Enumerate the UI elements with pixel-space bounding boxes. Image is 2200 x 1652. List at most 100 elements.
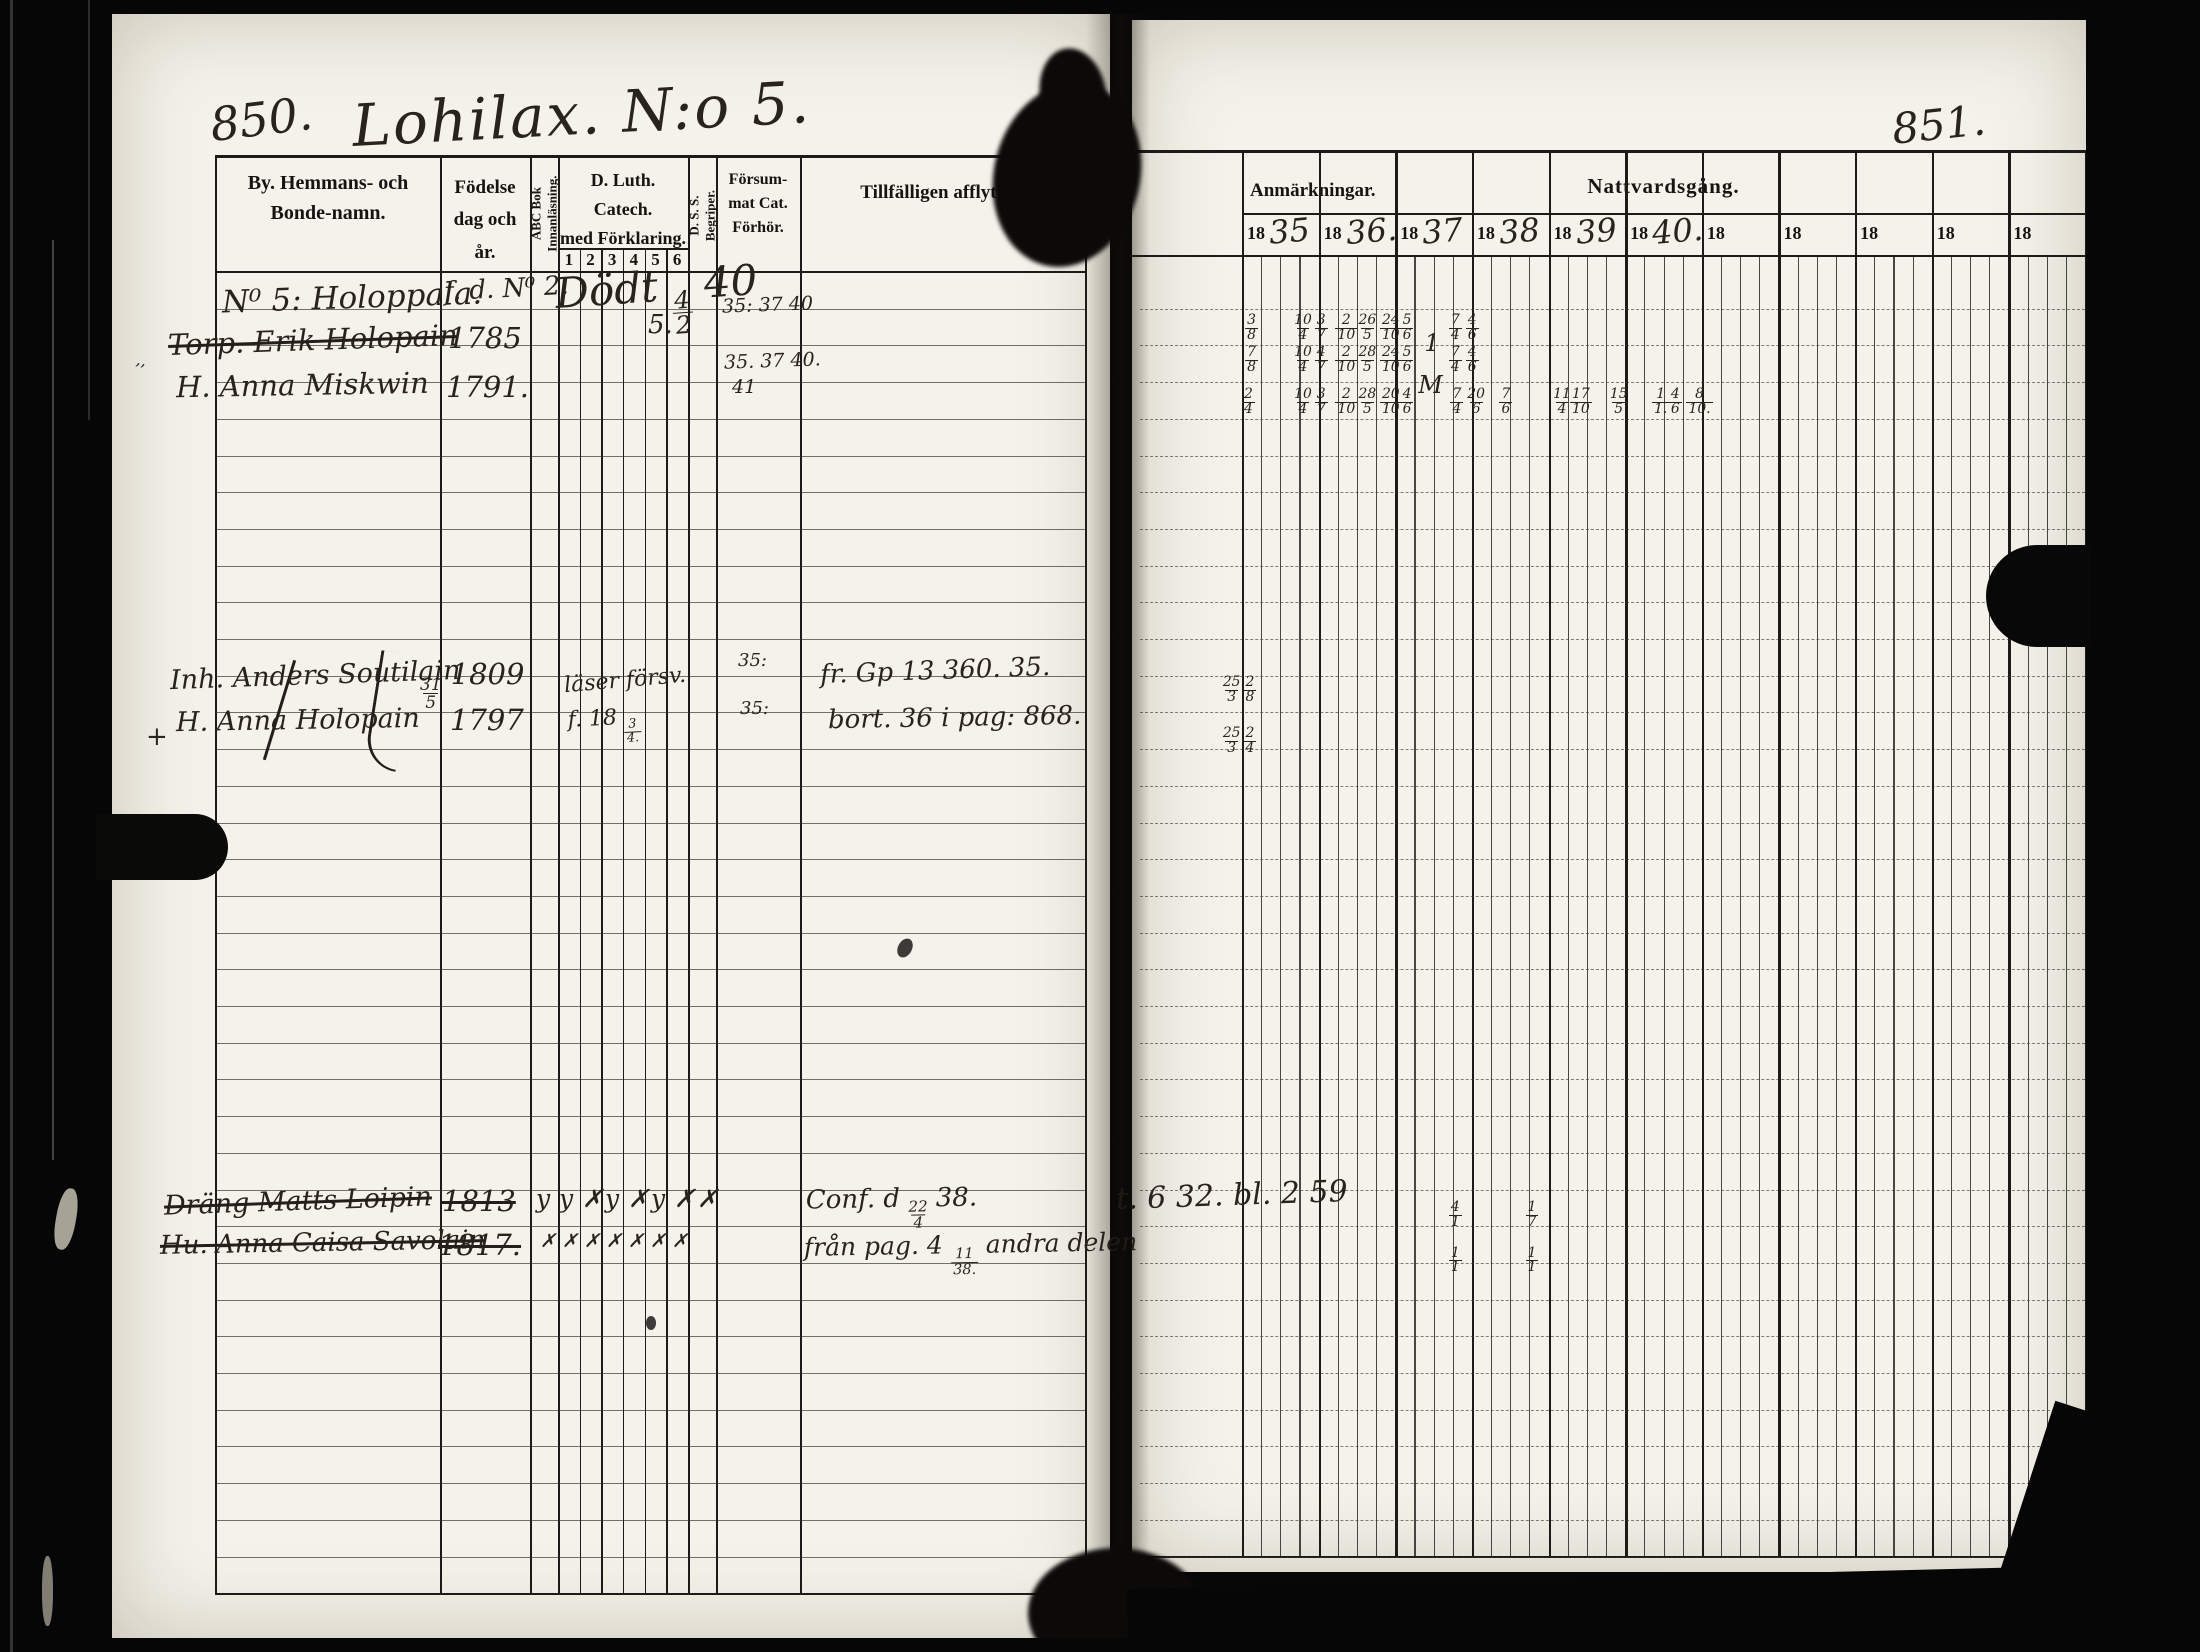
year-label-written: 35 [1267, 210, 1312, 252]
communion-mark: 26 5 [1358, 312, 1377, 344]
row-line [215, 602, 1085, 604]
communion-mark: 28 5 [1358, 343, 1377, 375]
row-line [1140, 1446, 2085, 1448]
row-line [1140, 1373, 2085, 1374]
right-yearrow-top [1242, 213, 2085, 215]
handwritten-note: 5. [648, 310, 673, 340]
row-line [215, 859, 1085, 861]
communion-subcolumn-line [1376, 255, 1378, 1556]
handwritten-note: Conf. d 22 4 38. [805, 1182, 978, 1232]
entry-birth-year: 31 5 1809 [420, 657, 525, 712]
row-line [1140, 1116, 2085, 1118]
communion-mark: 2 10 [1335, 343, 1358, 375]
row-line [215, 1336, 1085, 1338]
year-label-printed: 18 [1860, 223, 1879, 243]
header-birth-line1: Födelse [454, 177, 516, 198]
year-label-written: 39 [1573, 210, 1618, 252]
catech-subcolumn-number: 4 [629, 250, 639, 269]
communion-mark: 15 5 [1609, 385, 1628, 417]
communion-subcolumn-line [1970, 255, 1972, 1556]
communion-subcolumn-line [1280, 255, 1282, 1556]
communion-mark: 10 4 [1294, 385, 1312, 417]
left-page [112, 14, 1110, 1638]
communion-mark: 20 10 [1379, 385, 1402, 417]
table-header-bottom [215, 271, 1085, 273]
catech-subcolumn-number: 5 [651, 250, 660, 269]
communion-mark: 24 10 [1379, 312, 1402, 344]
header-dss: D. S. S. Begriper. [686, 166, 717, 266]
entry-check-mark: y [536, 1184, 551, 1213]
header-catech: D. Luth. Catech. med Förklaring. [560, 166, 686, 252]
communion-mark: 1 1. [1652, 385, 1670, 417]
communion-subcolumn-line [1586, 255, 1588, 1556]
communion-subcolumn-line [1989, 255, 1991, 1556]
year-label-printed: 18 [1476, 223, 1495, 243]
header-forsummat-line2: mat Cat. [728, 195, 788, 212]
year-column-line [1242, 150, 1245, 1556]
entry-name: H. Anna Miskwin [175, 365, 430, 405]
row-line [1140, 1006, 2085, 1007]
communion-mark: 17 10 [1570, 385, 1592, 417]
binding-tab [1986, 545, 2090, 647]
row-line [1140, 1079, 2085, 1081]
row-line [215, 1042, 1085, 1044]
year-label-printed: 18 [1706, 223, 1725, 243]
row-line [1140, 712, 2085, 714]
row-line [215, 639, 1085, 640]
header-anmarkningar: Anmärkningar. [1250, 180, 1376, 201]
row-line [215, 455, 1085, 457]
header-forsummat: Försum- mat Cat. Förhör. [716, 168, 800, 240]
row-line [215, 1446, 1085, 1448]
column-line [440, 155, 443, 1593]
entry-birth-year: 1785 [448, 321, 522, 355]
frame-top [0, 0, 2200, 14]
row-line [215, 932, 1085, 934]
right-yearrow-bottom [1132, 255, 2085, 258]
communion-subcolumn-line [1893, 255, 1895, 1556]
catech-subcolumn-line [644, 248, 647, 1593]
right-border-top [1132, 150, 2085, 153]
catech-subcolumn-number: 1 [564, 250, 574, 269]
communion-mark: 10 4 [1294, 343, 1312, 375]
year-column-line [1548, 150, 1551, 1556]
row-line [215, 749, 1085, 751]
catech-subcolumn-line [601, 248, 603, 1593]
year-column-line [1625, 150, 1628, 1556]
row-line [215, 382, 1085, 384]
header-birth-line2: dag och år. [453, 209, 517, 263]
communion-subcolumn-line [1433, 255, 1435, 1556]
communion-subcolumn-line [1912, 255, 1914, 1556]
entry-birth-year: 1797 [450, 703, 524, 737]
row-line [1140, 785, 2085, 787]
communion-subcolumn-line [1491, 255, 1493, 1556]
table-border-top [215, 155, 1085, 158]
header-catech-line2: med Förklaring. [560, 227, 686, 248]
row-line [215, 712, 1085, 714]
row-line [215, 675, 1085, 677]
row-line [215, 1006, 1085, 1007]
entry-check-mark: ✗ [582, 1184, 603, 1213]
communion-subcolumn-line [1740, 255, 1742, 1556]
year-label-printed: 18 [1630, 223, 1649, 243]
row-line [215, 1556, 1085, 1558]
header-abc-line2: Innanläsning. [544, 175, 559, 252]
entry-check-mark: ✗ [628, 1230, 644, 1252]
row-line [1140, 345, 2085, 347]
year-label-printed: 18 [1553, 223, 1572, 243]
header-nattvardsgang: Nattvardsgång. [1587, 174, 1740, 198]
header-forsummat-line3: Förhör. [732, 219, 784, 236]
communion-subcolumn-line [1356, 255, 1359, 1556]
entry-check-mark: ✗ [606, 1230, 622, 1252]
communion-mark: 24 10 [1379, 343, 1402, 375]
catech-subcolumn-number: 2 [586, 250, 595, 269]
year-label-printed: 18 [1783, 223, 1802, 243]
communion-subcolumn-line [1835, 255, 1838, 1556]
